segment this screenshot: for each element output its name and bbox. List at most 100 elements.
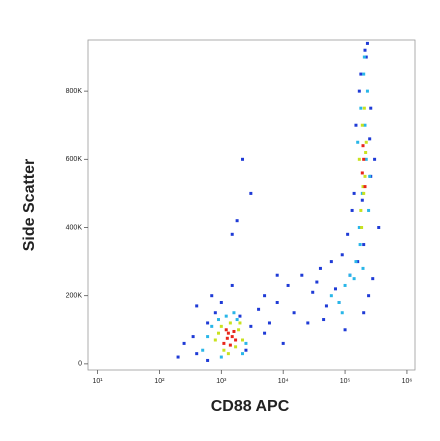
point (373, 157, 377, 161)
y-tick-label: 0 (78, 361, 82, 368)
y-tick-label: 800K (66, 88, 83, 95)
point (346, 232, 350, 236)
point (363, 185, 367, 189)
point (356, 140, 360, 144)
point (311, 290, 315, 294)
point (362, 243, 366, 247)
point (201, 348, 205, 352)
point (234, 338, 238, 342)
point (315, 280, 319, 284)
point (362, 72, 366, 76)
point (222, 341, 226, 345)
point (244, 348, 248, 352)
point (235, 219, 239, 223)
point (210, 324, 214, 328)
point (361, 185, 365, 189)
point (352, 277, 356, 281)
point (360, 198, 364, 202)
point (363, 123, 367, 127)
point (234, 345, 238, 349)
point (364, 55, 368, 59)
point (359, 208, 363, 212)
point (206, 321, 210, 325)
point (329, 260, 333, 264)
point (257, 307, 261, 311)
point (176, 355, 180, 359)
point (235, 318, 239, 322)
point (356, 260, 360, 264)
point (224, 314, 228, 318)
point (206, 335, 210, 339)
point (337, 301, 341, 304)
point (322, 318, 326, 322)
point (358, 243, 362, 247)
point (365, 41, 369, 45)
point (267, 321, 271, 325)
point (241, 352, 245, 356)
point (362, 106, 366, 110)
point (377, 226, 381, 229)
point (275, 301, 279, 304)
point (354, 123, 358, 127)
point (225, 336, 229, 340)
point (361, 266, 365, 270)
point (206, 358, 210, 362)
point (230, 335, 234, 339)
y-tick-label: 200K (66, 293, 83, 300)
x-tick-label: 10³ (216, 378, 227, 385)
point (318, 266, 322, 270)
point (216, 318, 220, 322)
point (249, 324, 253, 328)
point (350, 208, 354, 212)
point (363, 174, 367, 178)
point (238, 321, 242, 325)
point (361, 144, 365, 148)
point (216, 331, 220, 335)
point (230, 232, 234, 236)
point (244, 341, 248, 345)
point (333, 287, 337, 291)
point (324, 304, 328, 308)
point (182, 341, 186, 345)
point (275, 273, 279, 277)
point (363, 48, 367, 52)
point (340, 311, 344, 315)
point (300, 273, 304, 277)
y-tick-label: 400K (66, 224, 83, 231)
point (226, 352, 230, 356)
point (362, 157, 366, 161)
point (348, 273, 352, 277)
point (359, 72, 363, 76)
point (219, 301, 223, 304)
point (222, 348, 226, 352)
y-tick-label: 600K (66, 156, 83, 163)
point (369, 106, 373, 110)
point (286, 283, 290, 287)
point (241, 338, 245, 342)
point (292, 311, 296, 315)
point (232, 311, 236, 315)
point (219, 355, 223, 359)
point (195, 352, 199, 356)
point (226, 331, 230, 335)
point (219, 324, 223, 328)
point (364, 140, 368, 144)
point (249, 191, 253, 195)
point (329, 294, 333, 298)
point (359, 106, 363, 110)
point (364, 157, 368, 161)
plot-frame (87, 39, 416, 371)
point (213, 338, 217, 342)
point (263, 331, 267, 335)
point (238, 314, 242, 318)
point (224, 328, 228, 332)
x-tick-label: 10⁶ (402, 378, 413, 385)
point (362, 191, 366, 195)
point (210, 294, 214, 298)
x-tick-label: 10¹ (93, 378, 104, 385)
point (228, 343, 232, 347)
point (360, 226, 364, 229)
point (368, 137, 372, 141)
point (281, 341, 285, 345)
